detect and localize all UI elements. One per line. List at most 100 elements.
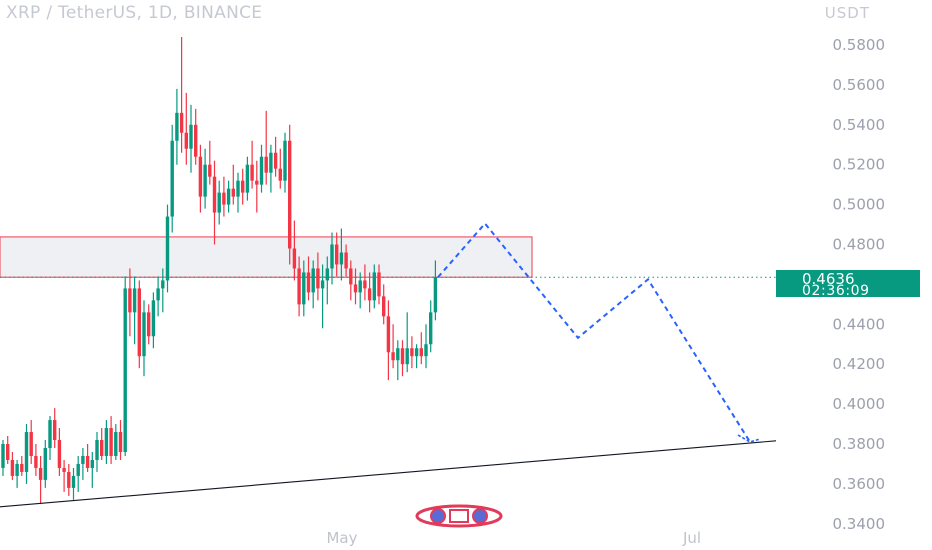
drawings-layer xyxy=(0,222,777,508)
candle-body xyxy=(222,192,226,205)
candle xyxy=(6,436,10,464)
candle xyxy=(419,332,423,365)
logo-circle-left xyxy=(430,508,446,524)
candle-body xyxy=(123,288,127,452)
resistance-zone-layer xyxy=(0,236,533,278)
candle-body xyxy=(353,284,358,293)
candle xyxy=(104,420,109,464)
candle xyxy=(349,260,353,301)
candle xyxy=(67,463,71,496)
y-tick-label: 0.4800 xyxy=(833,236,886,254)
candle xyxy=(175,88,179,165)
candle-body xyxy=(391,352,395,361)
bar-countdown: 02:36:09 xyxy=(802,283,870,299)
candle-body xyxy=(76,463,80,476)
candle xyxy=(165,204,170,293)
candle xyxy=(339,228,344,281)
candle-body xyxy=(278,168,282,181)
y-tick-label: 0.3800 xyxy=(833,435,886,453)
candle-body xyxy=(142,312,146,357)
candle-body xyxy=(114,432,118,456)
candle xyxy=(311,260,315,309)
candle xyxy=(353,268,358,305)
x-axis[interactable]: May Jul xyxy=(326,529,701,547)
candle-body xyxy=(231,188,235,197)
y-tick-label: 0.5200 xyxy=(833,156,886,174)
y-tick-label: 0.5800 xyxy=(833,36,886,54)
candle-body xyxy=(15,463,19,476)
candle xyxy=(400,340,405,377)
candle xyxy=(358,272,362,309)
candle-body xyxy=(306,272,311,293)
candle-body xyxy=(255,180,259,185)
candle-body xyxy=(288,140,292,249)
candle-body xyxy=(43,447,47,480)
candle xyxy=(236,172,240,213)
candle xyxy=(429,300,433,353)
candle xyxy=(128,268,132,337)
y-tick-label: 0.3400 xyxy=(833,515,886,533)
candle xyxy=(90,451,94,488)
candle-body xyxy=(57,440,62,468)
candle xyxy=(95,432,99,472)
candle-body xyxy=(95,440,99,460)
candle-body xyxy=(24,432,29,472)
candle xyxy=(396,340,400,381)
candle xyxy=(288,124,292,265)
y-tick-label: 0.4200 xyxy=(833,355,886,373)
candle xyxy=(137,280,141,369)
candle xyxy=(405,312,409,373)
candle xyxy=(81,447,85,480)
candle-body xyxy=(245,164,250,193)
candle xyxy=(335,232,339,277)
candle xyxy=(316,252,320,301)
candle-body xyxy=(137,288,141,357)
y-tick-label: 0.3600 xyxy=(833,475,886,493)
candle-body xyxy=(212,176,217,213)
candle-body xyxy=(433,277,438,313)
candle-body xyxy=(316,268,320,289)
x-tick-label: Jul xyxy=(682,529,701,547)
candle xyxy=(34,444,38,476)
candle-body xyxy=(320,280,325,289)
candle xyxy=(161,268,165,313)
candle-body xyxy=(118,432,123,452)
support-trendline xyxy=(0,440,777,508)
candle-body xyxy=(147,312,151,337)
candle xyxy=(57,428,62,476)
candle-body xyxy=(302,272,306,305)
candle-body xyxy=(10,459,15,476)
candle-body xyxy=(100,440,104,456)
candle xyxy=(320,264,325,329)
candle-body xyxy=(217,192,221,213)
candle-body xyxy=(377,272,381,297)
candle-body xyxy=(85,455,90,468)
candle-body xyxy=(419,348,423,357)
candle-body xyxy=(349,268,353,285)
candle xyxy=(259,144,264,193)
candle xyxy=(264,110,268,185)
y-axis[interactable]: 0.5800 0.5600 0.5400 0.5200 0.5000 0.4800 0.44… xyxy=(833,36,886,533)
candle-body xyxy=(81,455,85,464)
candle xyxy=(325,256,329,305)
currency-label: USDT xyxy=(824,4,870,22)
candle-body xyxy=(424,344,428,357)
candle xyxy=(184,92,188,165)
candle-body xyxy=(151,300,156,337)
candles-layer xyxy=(1,37,438,504)
candle-body xyxy=(165,216,170,281)
projection-path xyxy=(437,222,751,443)
candle xyxy=(118,420,123,460)
candle-body xyxy=(339,252,344,265)
candle-body xyxy=(363,280,367,289)
candle-body xyxy=(367,288,372,301)
y-tick-label: 0.5000 xyxy=(833,196,886,214)
candle-body xyxy=(198,156,203,197)
candle xyxy=(29,420,33,464)
candle xyxy=(85,444,90,472)
candle xyxy=(62,459,66,492)
candle-body xyxy=(429,312,433,345)
candle-body xyxy=(335,244,339,265)
candle xyxy=(132,276,137,345)
